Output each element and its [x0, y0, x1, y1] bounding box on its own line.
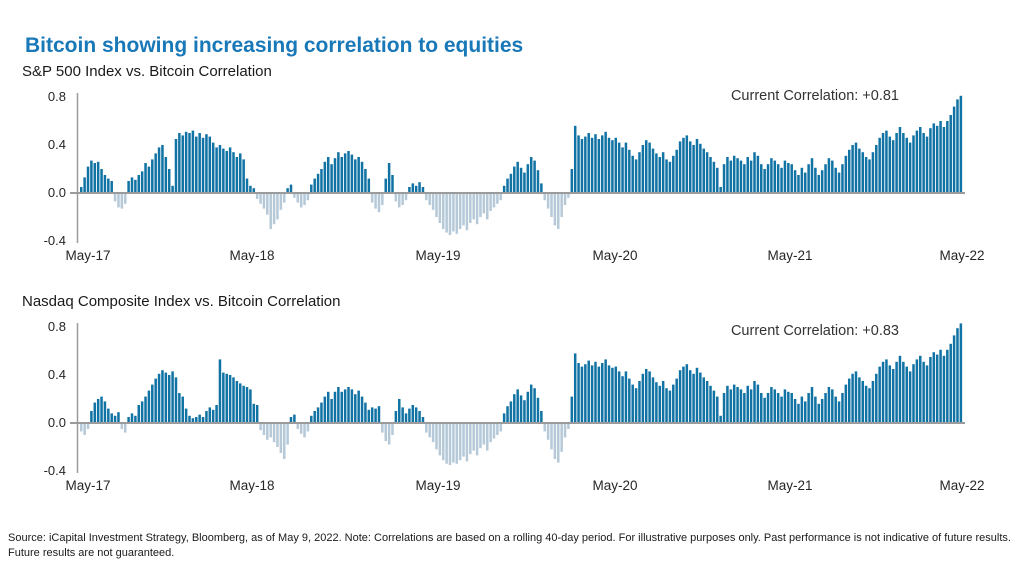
x-tick-label: May-17 — [65, 478, 111, 493]
y-tick-label: 0.4 — [47, 137, 66, 152]
x-tick-label: May-18 — [229, 248, 275, 263]
y-tick-label: 0.8 — [47, 319, 66, 334]
y-tick-label: -0.4 — [43, 463, 66, 478]
x-tick-label: May-19 — [415, 248, 461, 263]
x-tick-label: May-20 — [592, 478, 638, 493]
x-tick-label: May-21 — [767, 478, 813, 493]
nasdaq-chart: 0.8 0.4 0.0 -0.4 Current Correlation: +0… — [0, 315, 1024, 510]
y-tick-label: 0.4 — [47, 367, 66, 382]
x-tick-label: May-20 — [592, 248, 638, 263]
nasdaq-chart-title: Nasdaq Composite Index vs. Bitcoin Corre… — [22, 293, 341, 310]
y-tick-label: -0.4 — [43, 233, 66, 248]
x-tick-label: May-17 — [65, 248, 111, 263]
x-tick-label: May-19 — [415, 478, 461, 493]
y-tick-label: 0.0 — [47, 185, 66, 200]
source-note: Source: iCapital Investment Strategy, Bl… — [8, 532, 1011, 559]
x-tick-label: May-21 — [767, 248, 813, 263]
x-tick-label: May-18 — [229, 478, 275, 493]
current-correlation-annotation: Current Correlation: +0.83 — [730, 323, 899, 339]
current-correlation-annotation: Current Correlation: +0.81 — [730, 88, 899, 104]
sp500-bar-series — [70, 93, 965, 243]
x-tick-label: May-22 — [939, 478, 985, 493]
y-tick-label: 0.8 — [47, 89, 66, 104]
sp500-chart: 0.8 0.4 0.0 -0.4 Current Correlation: +0… — [0, 85, 1024, 280]
sp500-chart-title: S&P 500 Index vs. Bitcoin Correlation — [22, 63, 272, 80]
y-tick-label: 0.0 — [47, 415, 66, 430]
x-tick-label: May-22 — [939, 248, 985, 263]
nasdaq-bar-series — [70, 323, 965, 473]
page-title: Bitcoin showing increasing correlation t… — [25, 34, 524, 58]
